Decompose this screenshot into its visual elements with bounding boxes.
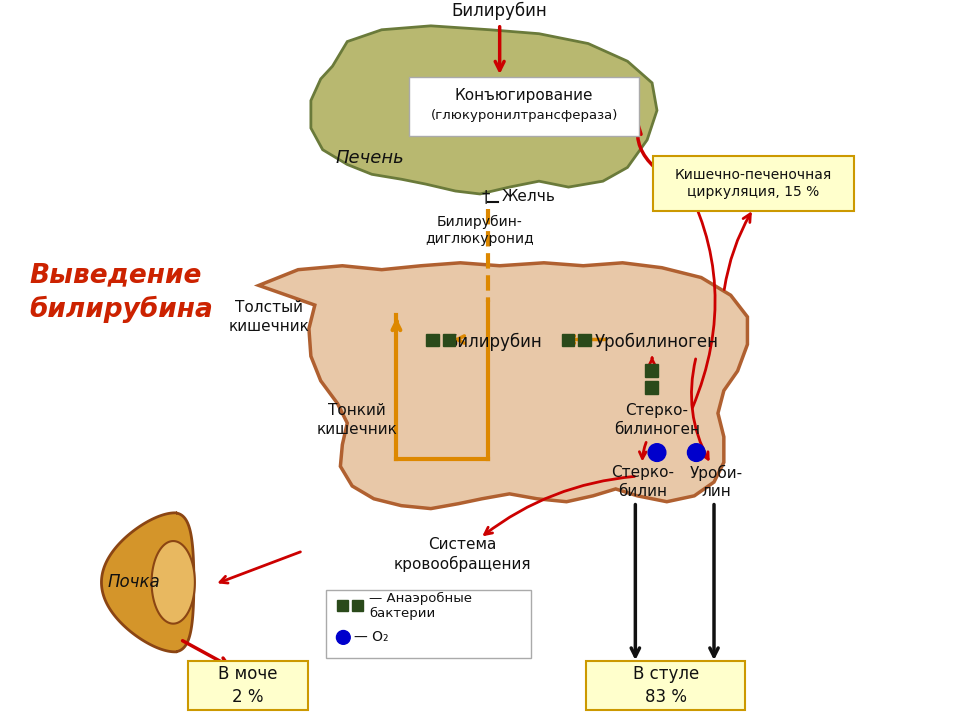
Bar <box>426 333 439 346</box>
Text: Печень: Печень <box>335 148 404 166</box>
Polygon shape <box>102 513 194 652</box>
Text: Выведение: Выведение <box>30 263 202 289</box>
Bar <box>562 333 574 346</box>
FancyBboxPatch shape <box>587 661 746 710</box>
Circle shape <box>687 444 706 462</box>
Text: — Анаэробные
бактерии: — Анаэробные бактерии <box>369 592 472 620</box>
Text: — О₂: — О₂ <box>354 631 389 644</box>
Bar <box>578 333 591 346</box>
Text: Билирубин-
диглюкуронид: Билирубин- диглюкуронид <box>425 215 535 246</box>
Polygon shape <box>259 263 748 508</box>
Text: Билирубин: Билирубин <box>452 1 547 20</box>
Text: Кишечно-печеночная
циркуляция, 15 %: Кишечно-печеночная циркуляция, 15 % <box>675 168 832 199</box>
FancyBboxPatch shape <box>409 77 639 136</box>
Text: (глюкуронилтрансфераза): (глюкуронилтрансфераза) <box>430 109 618 122</box>
Text: Уроби-
лин: Уроби- лин <box>689 464 742 500</box>
Text: Стерко-
билин: Стерко- билин <box>611 465 674 499</box>
Bar <box>645 381 658 394</box>
Bar <box>443 333 455 346</box>
Text: билирубина: билирубина <box>30 295 213 323</box>
Text: Билирубин: Билирубин <box>446 333 542 351</box>
Text: Тонкий
кишечник: Тонкий кишечник <box>317 403 397 437</box>
Bar <box>352 600 363 611</box>
Text: Толстый
кишечник: Толстый кишечник <box>228 300 309 333</box>
Text: Система
кровообращения: Система кровообращения <box>394 537 531 572</box>
Text: В моче
2 %: В моче 2 % <box>218 665 277 706</box>
Circle shape <box>336 631 350 644</box>
FancyBboxPatch shape <box>653 156 853 211</box>
Polygon shape <box>311 26 657 194</box>
Text: Конъюгирование: Конъюгирование <box>455 88 593 103</box>
Bar <box>337 600 348 611</box>
Circle shape <box>648 444 666 462</box>
Text: Уробилиноген: Уробилиноген <box>595 333 719 351</box>
Text: Почка: Почка <box>108 573 160 591</box>
Text: Стерко-
билиноген: Стерко- билиноген <box>614 403 700 437</box>
Text: †: † <box>482 188 491 206</box>
Polygon shape <box>152 541 195 624</box>
FancyBboxPatch shape <box>188 661 308 710</box>
Bar <box>645 364 658 377</box>
Text: Желчь: Желчь <box>502 189 556 204</box>
Text: В стуле
83 %: В стуле 83 % <box>633 665 699 706</box>
FancyBboxPatch shape <box>325 590 531 658</box>
